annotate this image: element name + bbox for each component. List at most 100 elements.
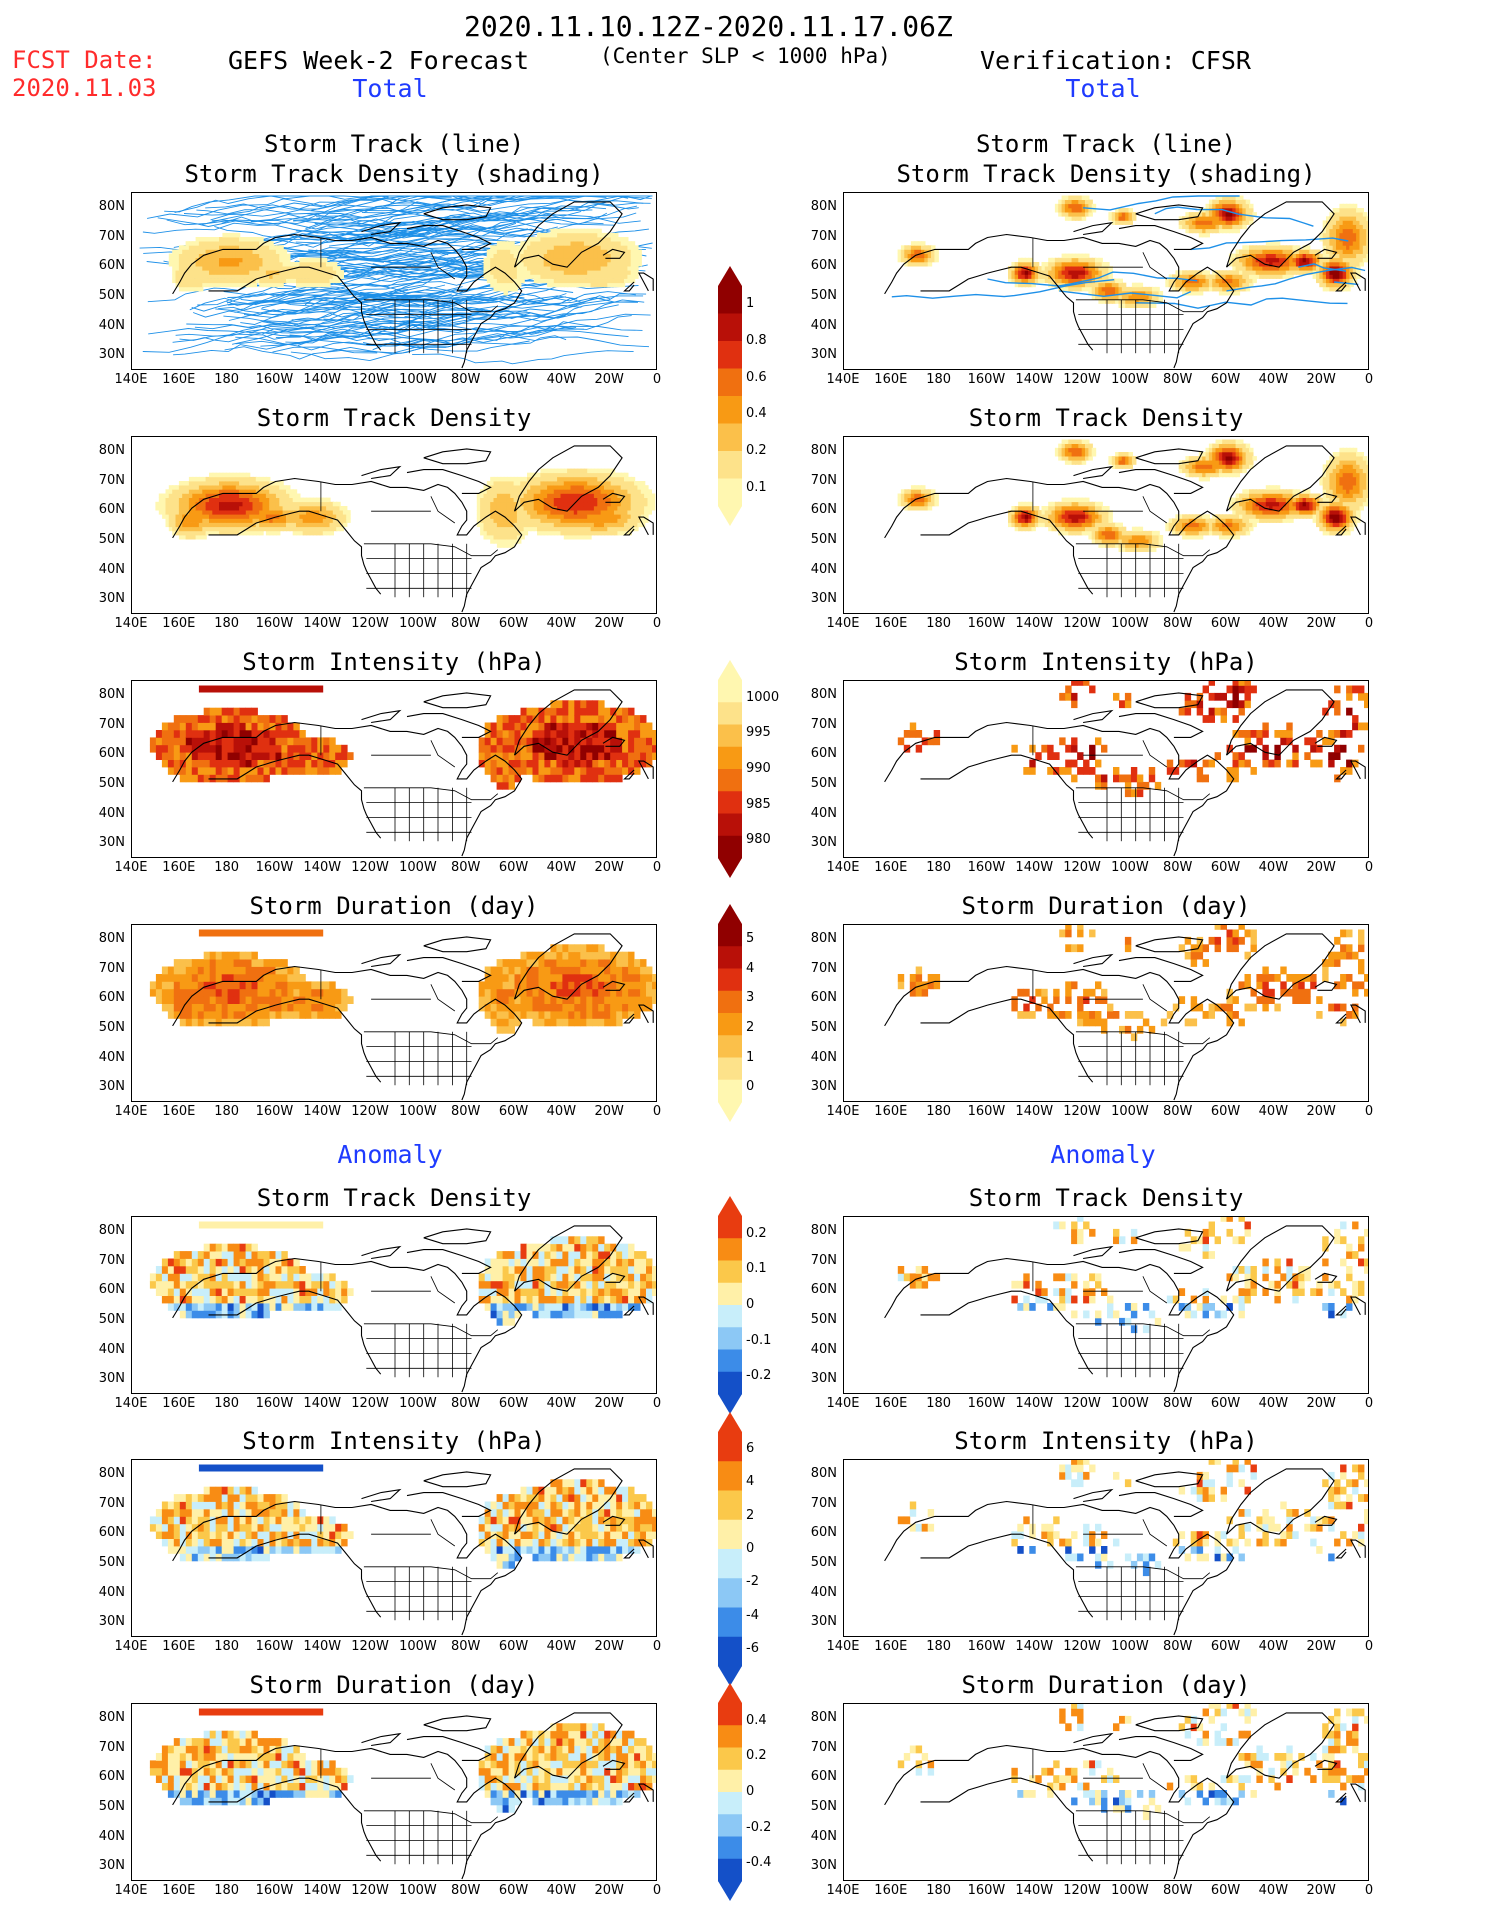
y-tick-label: 70N xyxy=(98,472,125,488)
x-tick-label: 120W xyxy=(351,1396,389,1411)
coastlines xyxy=(172,689,654,857)
map-canvas xyxy=(884,681,1368,857)
y-tick-label: 30N xyxy=(810,1858,837,1874)
colorbar-segment xyxy=(718,1238,742,1261)
y-tick-label: 50N xyxy=(98,287,125,303)
x-tick-label: 80W xyxy=(1163,372,1193,387)
colorbar-min-arrow xyxy=(718,1102,742,1122)
colorbar-segment xyxy=(718,813,742,837)
band-80n xyxy=(198,929,324,937)
x-tick-label: 180 xyxy=(926,372,952,387)
panel-title-track-density-shading: Storm Track Density (shading) xyxy=(896,160,1316,188)
y-tick-label: 80N xyxy=(810,686,837,702)
coastlines xyxy=(884,1225,1366,1393)
colorbar-segment xyxy=(718,1703,742,1726)
colorbar-label: -0.4 xyxy=(746,1855,772,1871)
map-canvas xyxy=(149,1221,656,1393)
colorbar-label: 0.4 xyxy=(746,1712,767,1728)
x-tick-label: 140E xyxy=(826,1883,860,1898)
colorbar-max-arrow xyxy=(718,1196,742,1216)
x-tick-label: 40W xyxy=(546,1883,577,1898)
map-canvas xyxy=(884,1704,1368,1880)
y-tick-label: 50N xyxy=(810,1019,837,1035)
y-tick-label: 50N xyxy=(98,531,125,547)
panel-title-track-density: Storm Track Density xyxy=(968,404,1244,432)
x-tick-label: 80W xyxy=(1163,616,1193,631)
x-tick-label: 40W xyxy=(1258,860,1289,875)
x-tick-label: 100W xyxy=(399,1639,437,1654)
y-tick-label: 30N xyxy=(810,591,837,607)
x-tick-label: 160W xyxy=(967,1639,1006,1654)
x-tick-label: 60W xyxy=(498,372,529,387)
colorbar-segment xyxy=(718,286,742,314)
x-tick-label: 160E xyxy=(162,860,196,875)
x-tick-label: 80W xyxy=(451,860,481,875)
colorbar-segment xyxy=(718,1636,742,1667)
x-tick-label: 140E xyxy=(114,1883,148,1898)
y-tick-label: 70N xyxy=(810,228,837,244)
y-tick-label: 70N xyxy=(98,960,125,976)
x-tick-label: 60W xyxy=(1210,1104,1241,1119)
x-tick-label: 120W xyxy=(1063,1104,1101,1119)
y-tick-label: 80N xyxy=(98,198,125,214)
x-tick-label: 20W xyxy=(594,1396,624,1411)
x-tick-label: 160E xyxy=(874,860,908,875)
x-tick-label: 40W xyxy=(1258,1639,1289,1654)
colorbar-label: 1 xyxy=(746,1049,755,1065)
x-tick-label: 180 xyxy=(214,1396,240,1411)
colorbar-segment xyxy=(718,1836,742,1860)
x-tick-label: 100W xyxy=(399,1883,437,1898)
x-tick-label: 140W xyxy=(303,616,342,631)
band-80n xyxy=(198,685,324,693)
x-tick-label: 160E xyxy=(162,1396,196,1411)
y-tick-label: 60N xyxy=(98,1525,125,1541)
x-tick-label: 0 xyxy=(1364,1639,1374,1654)
colorbar-label: 0.1 xyxy=(746,1261,767,1277)
x-tick-label: 20W xyxy=(1306,372,1336,387)
colorbar-segment xyxy=(718,1858,742,1882)
x-tick-label: 120W xyxy=(351,372,389,387)
x-tick-label: 160E xyxy=(874,616,908,631)
colorbar-label: 0.6 xyxy=(746,369,767,385)
coastlines xyxy=(172,201,654,369)
y-tick-label: 30N xyxy=(98,591,125,607)
y-tick-label: 50N xyxy=(98,1554,125,1570)
colorbar-label: 0 xyxy=(746,1297,755,1312)
y-tick-label: 40N xyxy=(810,1049,837,1065)
x-tick-label: 80W xyxy=(1163,860,1193,875)
x-tick-label: 140W xyxy=(1015,1883,1054,1898)
x-tick-label: 60W xyxy=(498,860,529,875)
y-tick-label: 60N xyxy=(98,746,125,762)
y-tick-label: 80N xyxy=(810,930,837,946)
y-tick-label: 40N xyxy=(810,805,837,821)
x-tick-label: 160W xyxy=(967,1104,1006,1119)
x-tick-label: 40W xyxy=(1258,1883,1289,1898)
colorbar-segment xyxy=(718,990,742,1014)
y-tick-label: 70N xyxy=(810,1495,837,1511)
y-tick-label: 70N xyxy=(810,1252,837,1268)
y-tick-label: 30N xyxy=(98,1079,125,1095)
y-tick-label: 80N xyxy=(98,1222,125,1238)
x-tick-label: 160W xyxy=(255,1883,294,1898)
y-tick-label: 50N xyxy=(810,1311,837,1327)
x-tick-label: 80W xyxy=(1163,1883,1193,1898)
colorbar-label: 0.2 xyxy=(746,1225,767,1241)
x-tick-label: 160E xyxy=(874,372,908,387)
x-tick-label: 120W xyxy=(351,860,389,875)
x-tick-label: 100W xyxy=(1111,1104,1149,1119)
colorbar-label: 5 xyxy=(746,930,755,946)
x-tick-label: 160W xyxy=(967,1883,1006,1898)
x-tick-label: 140E xyxy=(114,1104,148,1119)
colorbar-label: -0.2 xyxy=(746,1819,772,1835)
x-tick-label: 120W xyxy=(351,1639,389,1654)
colorbar-density xyxy=(718,266,742,526)
y-tick-label: 60N xyxy=(98,258,125,274)
x-tick-label: 140W xyxy=(303,1639,342,1654)
y-tick-label: 50N xyxy=(98,775,125,791)
y-tick-label: 50N xyxy=(810,775,837,791)
y-tick-label: 40N xyxy=(98,805,125,821)
colorbar-segment xyxy=(718,1035,742,1058)
x-tick-label: 160W xyxy=(255,1104,294,1119)
x-tick-label: 80W xyxy=(451,1104,481,1119)
x-tick-label: 120W xyxy=(1063,372,1101,387)
